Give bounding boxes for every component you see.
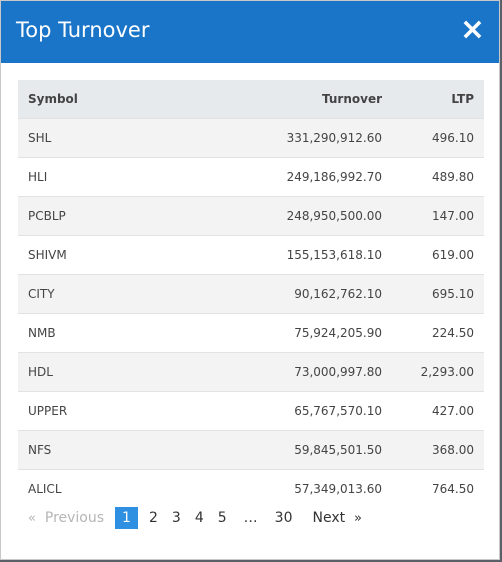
cell-ltp: 368.00 (432, 442, 474, 457)
cell-symbol: HDL (28, 364, 53, 379)
cell-symbol: PCBLP (28, 208, 66, 223)
table-row: PCBLP 248,950,500.00 147.00 (18, 196, 484, 235)
cell-symbol: SHL (28, 130, 52, 145)
cell-symbol: HLI (28, 169, 48, 184)
cell-ltp: 2,293.00 (420, 364, 474, 379)
table-row: NMB 75,924,205.90 224.50 (18, 313, 484, 352)
page-ellipsis: … (243, 510, 258, 526)
cell-symbol: CITY (28, 286, 55, 301)
cell-ltp: 695.10 (432, 286, 474, 301)
cell-ltp: 496.10 (432, 130, 474, 145)
table-row: UPPER 65,767,570.10 427.00 (18, 391, 484, 430)
table-row: SHL 331,290,912.60 496.10 (18, 118, 484, 157)
cell-symbol: UPPER (28, 403, 68, 418)
page-button-5[interactable]: 5 (217, 510, 227, 526)
page-button-1[interactable]: 1 (115, 507, 138, 529)
next-label: Next (312, 510, 346, 526)
cell-turnover: 248,950,500.00 (286, 208, 382, 223)
chevron-double-right-icon: » (354, 511, 362, 526)
chevron-double-left-icon: « (28, 511, 36, 526)
cell-ltp: 147.00 (432, 208, 474, 223)
cell-symbol: NMB (28, 325, 56, 340)
table-header-row: Symbol Turnover LTP (18, 80, 484, 118)
table-row: HLI 249,186,992.70 489.80 (18, 157, 484, 196)
cell-turnover: 57,349,013.60 (294, 481, 382, 496)
cell-symbol: SHIVM (28, 247, 67, 262)
column-header-ltp[interactable]: LTP (451, 91, 474, 106)
cell-ltp: 619.00 (432, 247, 474, 262)
cell-ltp: 489.80 (432, 169, 474, 184)
turnover-table: Symbol Turnover LTP SHL 331,290,912.60 4… (18, 80, 484, 508)
table-row: HDL 73,000,997.80 2,293.00 (18, 352, 484, 391)
page-button-30[interactable]: 30 (274, 510, 293, 526)
table-row: ALICL 57,349,013.60 764.50 (18, 469, 484, 508)
table-row: SHIVM 155,153,618.10 619.00 (18, 235, 484, 274)
page-button-3[interactable]: 3 (171, 510, 181, 526)
cell-symbol: ALICL (28, 481, 62, 496)
cell-symbol: NFS (28, 442, 52, 457)
pagination: « Previous 1 2 3 4 5 … 30 Next » (21, 507, 369, 529)
previous-button[interactable]: « Previous (21, 507, 111, 529)
cell-ltp: 224.50 (432, 325, 474, 340)
cell-turnover: 249,186,992.70 (286, 169, 382, 184)
previous-label: Previous (44, 510, 105, 526)
column-header-turnover[interactable]: Turnover (322, 91, 382, 106)
table-row: CITY 90,162,762.10 695.10 (18, 274, 484, 313)
cell-turnover: 155,153,618.10 (286, 247, 382, 262)
cell-ltp: 764.50 (432, 481, 474, 496)
modal-header: Top Turnover × (1, 1, 499, 63)
column-header-symbol[interactable]: Symbol (28, 91, 78, 106)
cell-ltp: 427.00 (432, 403, 474, 418)
next-button[interactable]: Next » (305, 507, 369, 529)
cell-turnover: 59,845,501.50 (294, 442, 382, 457)
modal-title: Top Turnover (16, 18, 150, 42)
cell-turnover: 75,924,205.90 (294, 325, 382, 340)
cell-turnover: 65,767,570.10 (294, 403, 382, 418)
table-row: NFS 59,845,501.50 368.00 (18, 430, 484, 469)
page-button-4[interactable]: 4 (194, 510, 204, 526)
cell-turnover: 90,162,762.10 (294, 286, 382, 301)
page-button-2[interactable]: 2 (148, 510, 158, 526)
cell-turnover: 331,290,912.60 (286, 130, 382, 145)
close-icon[interactable]: × (459, 12, 485, 47)
cell-turnover: 73,000,997.80 (294, 364, 382, 379)
